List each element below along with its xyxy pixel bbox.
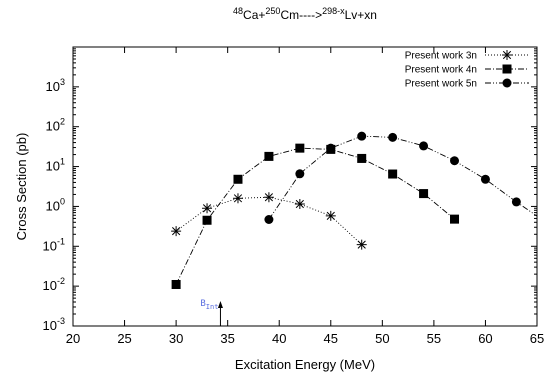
annotation-sub: Int xyxy=(206,303,219,311)
data-point xyxy=(295,143,305,153)
b-int-annotation: BInt xyxy=(200,299,223,326)
title-part: Ca+ xyxy=(243,8,265,22)
data-point xyxy=(171,226,182,237)
series-line xyxy=(175,147,455,285)
data-point xyxy=(450,156,460,166)
data-point xyxy=(171,279,181,289)
x-tick-label: 40 xyxy=(272,331,286,346)
x-axis-title: Excitation Energy (MeV) xyxy=(235,357,375,372)
legend-label: Present work 3n xyxy=(405,51,477,62)
y-tick-exp: 3 xyxy=(60,77,65,87)
asterisk-stroke xyxy=(326,211,335,220)
y-tick-base: 10 xyxy=(46,159,60,174)
x-tick-label: 65 xyxy=(530,331,544,346)
data-point xyxy=(356,239,367,250)
series-1 xyxy=(171,192,367,250)
y-tick-label: 10-3 xyxy=(43,316,65,333)
asterisk-stroke xyxy=(357,240,366,249)
series-3 xyxy=(264,131,551,228)
data-point xyxy=(388,169,398,179)
x-tick-label: 55 xyxy=(427,331,441,346)
data-point xyxy=(357,153,367,163)
data-point xyxy=(232,193,243,204)
data-point xyxy=(325,210,336,221)
y-tick-label: 101 xyxy=(46,157,65,174)
series-2 xyxy=(171,143,460,289)
x-tick-label: 30 xyxy=(169,331,183,346)
y-tick-base: 10 xyxy=(43,238,57,253)
data-point xyxy=(511,197,521,207)
asterisk-stroke xyxy=(502,50,512,60)
y-tick-base: 10 xyxy=(46,79,60,94)
title-part: 250 xyxy=(265,6,280,16)
asterisk-stroke xyxy=(233,194,243,203)
series-layer xyxy=(171,131,551,289)
y-tick-exp: 2 xyxy=(60,117,65,127)
title-part: Lv+xn xyxy=(345,8,377,22)
x-tick-label: 25 xyxy=(117,331,131,346)
y-tick-exp: -3 xyxy=(57,316,65,326)
asterisk-stroke xyxy=(202,204,212,213)
y-axis-title: Cross Section (pb) xyxy=(14,133,29,241)
x-tick-label: 60 xyxy=(478,331,492,346)
y-tick-label: 103 xyxy=(46,77,65,94)
y-tick-base: 10 xyxy=(43,278,57,293)
data-point xyxy=(263,192,274,203)
ticks-layer: 20 25 30 35 40 45 50 55 60 6510-310-210-110010110… xyxy=(43,47,544,346)
legend-marker xyxy=(502,50,512,60)
y-tick-label: 10-1 xyxy=(43,236,65,253)
data-point xyxy=(450,214,460,224)
data-point xyxy=(419,141,429,151)
y-tick-label: 10-2 xyxy=(43,276,65,293)
asterisk-stroke xyxy=(172,227,181,236)
y-tick-label: 102 xyxy=(46,117,65,134)
legend-label: Present work 5n xyxy=(405,79,477,90)
data-point xyxy=(233,174,243,184)
legend-label: Present work 4n xyxy=(405,65,477,76)
y-tick-base: 10 xyxy=(46,119,60,134)
asterisk-stroke xyxy=(295,199,304,209)
x-tick-label: 35 xyxy=(220,331,234,346)
data-point xyxy=(419,189,429,199)
data-point xyxy=(264,214,274,224)
y-tick-exp: 0 xyxy=(60,196,65,206)
annotation-label: BInt xyxy=(200,299,218,311)
chart-title: 48Ca+250Cm---->298-xLv+xn xyxy=(233,6,377,22)
plot-frame xyxy=(72,46,538,327)
data-point xyxy=(357,131,367,141)
y-tick-exp: 1 xyxy=(60,157,65,167)
title-part: Cm----> xyxy=(280,8,322,22)
asterisk-stroke xyxy=(264,193,274,202)
series-line xyxy=(268,135,537,220)
legend-marker xyxy=(502,64,512,74)
data-point xyxy=(326,143,336,153)
title-part: 48 xyxy=(233,6,243,16)
title-part: 298-x xyxy=(322,6,345,16)
y-tick-label: 100 xyxy=(46,196,65,213)
annotation-layer: BInt xyxy=(200,299,223,326)
x-tick-label: 20 xyxy=(66,331,80,346)
legend: Present work 3n Present work 4n Present wo… xyxy=(405,50,529,90)
data-point xyxy=(202,203,213,214)
y-tick-exp: -2 xyxy=(57,276,65,286)
x-tick-label: 45 xyxy=(324,331,338,346)
x-tick-label: 50 xyxy=(375,331,389,346)
data-point xyxy=(294,199,305,210)
annotation-base: B xyxy=(200,299,205,309)
data-point xyxy=(264,151,274,161)
y-tick-base: 10 xyxy=(43,318,57,333)
data-point xyxy=(388,132,398,142)
data-point xyxy=(202,215,212,225)
y-tick-exp: -1 xyxy=(57,236,65,246)
y-tick-base: 10 xyxy=(46,198,60,213)
legend-marker xyxy=(502,78,512,88)
data-point xyxy=(543,219,551,228)
data-point xyxy=(295,169,305,179)
annotation-arrow-head xyxy=(217,301,223,308)
data-point xyxy=(480,174,490,184)
